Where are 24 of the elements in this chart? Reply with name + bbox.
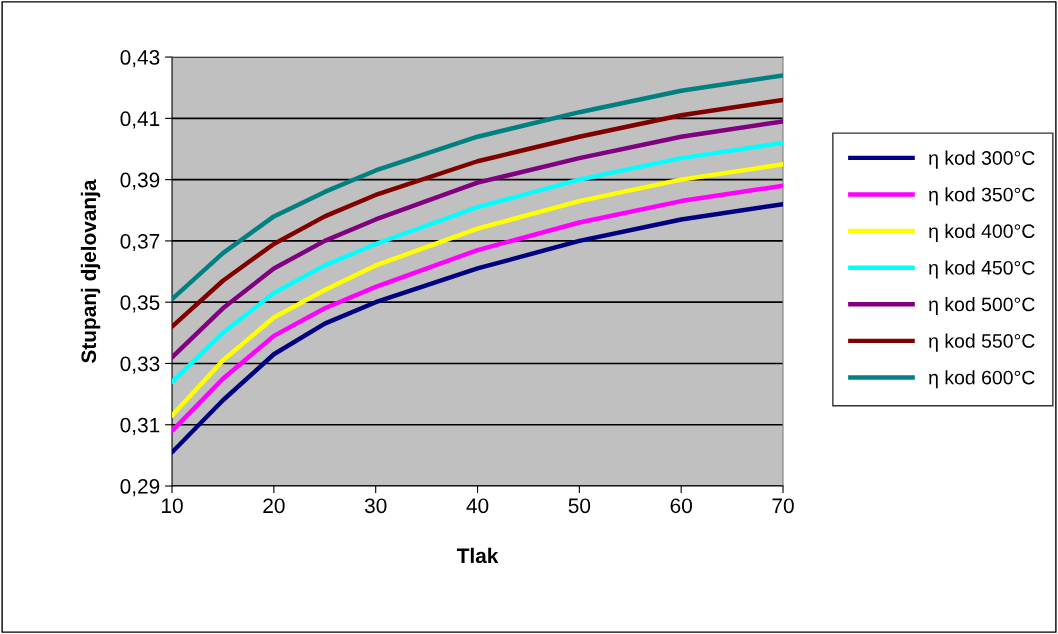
legend-label: η kod 550°C (929, 333, 1035, 352)
x-axis-title: Tlak (456, 547, 499, 564)
x-tick-label: 40 (466, 498, 489, 514)
y-axis-title: Stupanj djelovanja (80, 179, 101, 363)
x-tick-label: 70 (772, 498, 794, 514)
y-tick-label: 0,35 (120, 295, 160, 313)
x-tick-label: 10 (162, 498, 183, 514)
legend-label: η kod 350°C (929, 187, 1035, 206)
y-tick-label: 0,39 (120, 172, 160, 190)
legend-label: η kod 600°C (929, 370, 1035, 389)
x-tick-label: 20 (263, 498, 285, 514)
x-tick-label: 60 (670, 498, 692, 514)
legend-label: η kod 400°C (929, 223, 1035, 242)
y-tick-label: 0,41 (120, 111, 160, 129)
legend-label: η kod 300°C (929, 150, 1035, 169)
legend-label: η kod 500°C (929, 296, 1035, 316)
y-tick-label: 0,33 (120, 356, 160, 374)
y-tick-label: 0,31 (120, 417, 160, 435)
legend-label: η kod 450°C (929, 260, 1035, 279)
y-tick-label: 0,37 (120, 233, 160, 252)
x-tick-label: 30 (364, 498, 387, 514)
y-tick-label: 0,29 (120, 479, 160, 497)
x-tick-label: 50 (568, 498, 591, 514)
y-tick-label: 0,43 (120, 50, 160, 68)
